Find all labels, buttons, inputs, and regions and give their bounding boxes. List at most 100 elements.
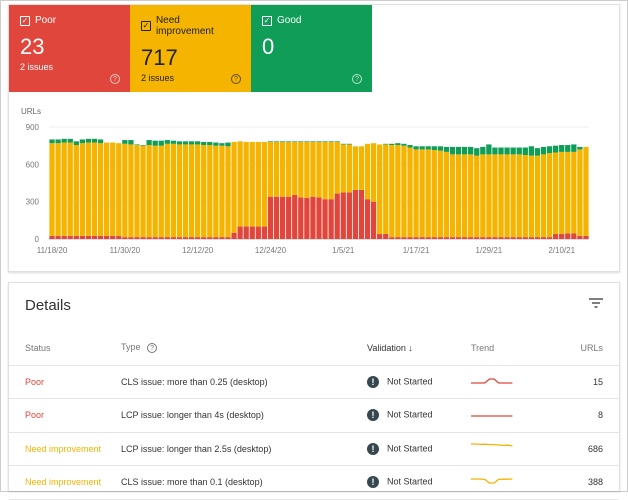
bar-poor <box>334 193 340 239</box>
bar-need <box>431 150 437 238</box>
tile-need-improvement[interactable]: ✓ Need improvement 717 2 issues ? <box>130 5 251 92</box>
bar-good <box>122 140 128 144</box>
bar-poor <box>231 232 237 239</box>
col-trend: Trend <box>471 331 550 366</box>
bar-poor <box>583 235 589 239</box>
bar-good <box>571 144 577 152</box>
bar-need <box>486 154 492 238</box>
col-urls[interactable]: URLs <box>549 331 619 366</box>
col-validation[interactable]: Validation ↓ <box>367 331 471 366</box>
bar-poor <box>577 235 583 239</box>
bar-need <box>571 151 577 234</box>
bar-poor <box>346 192 352 239</box>
trend-cell <box>471 432 550 466</box>
bar-poor <box>474 237 480 239</box>
bar-need <box>340 144 346 193</box>
type-cell: CLS issue: more than 0.25 (desktop) <box>121 365 367 399</box>
bar-need <box>522 155 528 238</box>
bar-need <box>552 152 559 235</box>
bar-need <box>419 149 425 238</box>
tile-good[interactable]: ✓ Good 0 ? <box>251 5 372 92</box>
table-row[interactable]: Need improvement LCP issue: longer than … <box>9 432 619 466</box>
bar-good <box>468 146 474 155</box>
bar-poor <box>134 237 140 239</box>
bar-need <box>310 141 316 197</box>
urls-cell: 15 <box>549 365 619 399</box>
x-tick-label: 1/5/21 <box>332 246 355 255</box>
bar-good <box>425 146 431 150</box>
validation-cell: ! Not Started <box>367 465 471 500</box>
trend-cell <box>471 365 550 399</box>
bar-poor <box>510 237 516 239</box>
bar-good <box>395 143 401 146</box>
bar-good <box>49 139 55 144</box>
validation-cell: ! Not Started <box>367 398 471 433</box>
bar-need <box>255 141 261 227</box>
bar-good <box>195 141 201 145</box>
status-cell: Need improvement <box>9 432 121 466</box>
y-tick-label: 600 <box>26 160 40 169</box>
help-icon[interactable]: ? <box>231 74 241 84</box>
bar-need <box>188 144 195 238</box>
bar-poor <box>304 197 310 239</box>
bar-need <box>534 155 541 238</box>
bar-need <box>583 146 589 236</box>
trend-sparkline <box>471 478 513 484</box>
bar-need <box>110 142 116 236</box>
bar-need <box>474 155 480 238</box>
status-cell: Poor <box>9 398 121 433</box>
bar-good <box>128 140 134 145</box>
type-cell: LCP issue: longer than 2.5s (desktop) <box>121 432 367 466</box>
bar-good <box>340 143 346 145</box>
bar-need <box>352 146 359 190</box>
bar-poor <box>73 235 79 239</box>
status-cell: Poor <box>9 365 121 399</box>
bar-poor <box>322 199 328 239</box>
bar-good <box>61 138 67 143</box>
filter-icon[interactable] <box>589 297 603 309</box>
bar-good <box>55 139 61 144</box>
bar-poor <box>207 237 213 239</box>
trend-cell <box>471 465 550 500</box>
bar-need <box>504 154 510 238</box>
table-row[interactable]: Poor LCP issue: longer than 4s (desktop)… <box>9 398 619 433</box>
help-icon[interactable]: ? <box>147 343 158 354</box>
checkbox-checked-icon[interactable]: ✓ <box>262 15 272 26</box>
type-cell: CLS issue: more than 0.1 (desktop) <box>121 465 367 500</box>
bar-poor <box>104 235 110 239</box>
bar-poor <box>122 237 128 239</box>
tile-poor[interactable]: ✓ Poor 23 2 issues ? <box>9 5 130 92</box>
checkbox-checked-icon[interactable]: ✓ <box>20 15 30 26</box>
col-status[interactable]: Status <box>9 331 121 366</box>
bar-good <box>486 144 492 155</box>
bar-poor <box>176 237 183 239</box>
col-type[interactable]: Type ? <box>121 331 367 366</box>
bar-good <box>419 146 425 150</box>
table-row[interactable]: Poor CLS issue: more than 0.25 (desktop)… <box>9 365 619 399</box>
bar-need <box>510 154 516 238</box>
bar-need <box>104 142 110 236</box>
bar-poor <box>540 237 547 239</box>
bar-need <box>395 145 401 238</box>
bar-need <box>152 145 158 238</box>
bar-poor <box>249 226 255 239</box>
bar-need <box>437 150 443 238</box>
urls-chart: URLs 0 300 600 900 11/18/20 11/30/20 12/12/20 12… <box>21 107 589 255</box>
bar-good <box>540 146 547 155</box>
bar-good <box>474 148 480 156</box>
bar-need <box>146 145 152 238</box>
bar-poor <box>407 237 413 239</box>
y-axis-label: URLs <box>21 107 41 116</box>
checkbox-checked-icon[interactable]: ✓ <box>141 21 151 31</box>
bar-good <box>455 146 462 155</box>
tile-issues: 2 issues <box>141 73 175 83</box>
bar-good <box>504 147 510 155</box>
bar-poor <box>486 237 492 239</box>
exclamation-icon: ! <box>367 442 379 455</box>
bar-good <box>383 143 389 145</box>
help-icon[interactable]: ? <box>110 74 120 84</box>
table-row[interactable]: Need improvement CLS issue: more than 0.… <box>9 465 619 500</box>
help-icon[interactable]: ? <box>352 74 362 84</box>
validation-cell: ! Not Started <box>367 365 471 399</box>
bar-poor <box>395 237 401 239</box>
